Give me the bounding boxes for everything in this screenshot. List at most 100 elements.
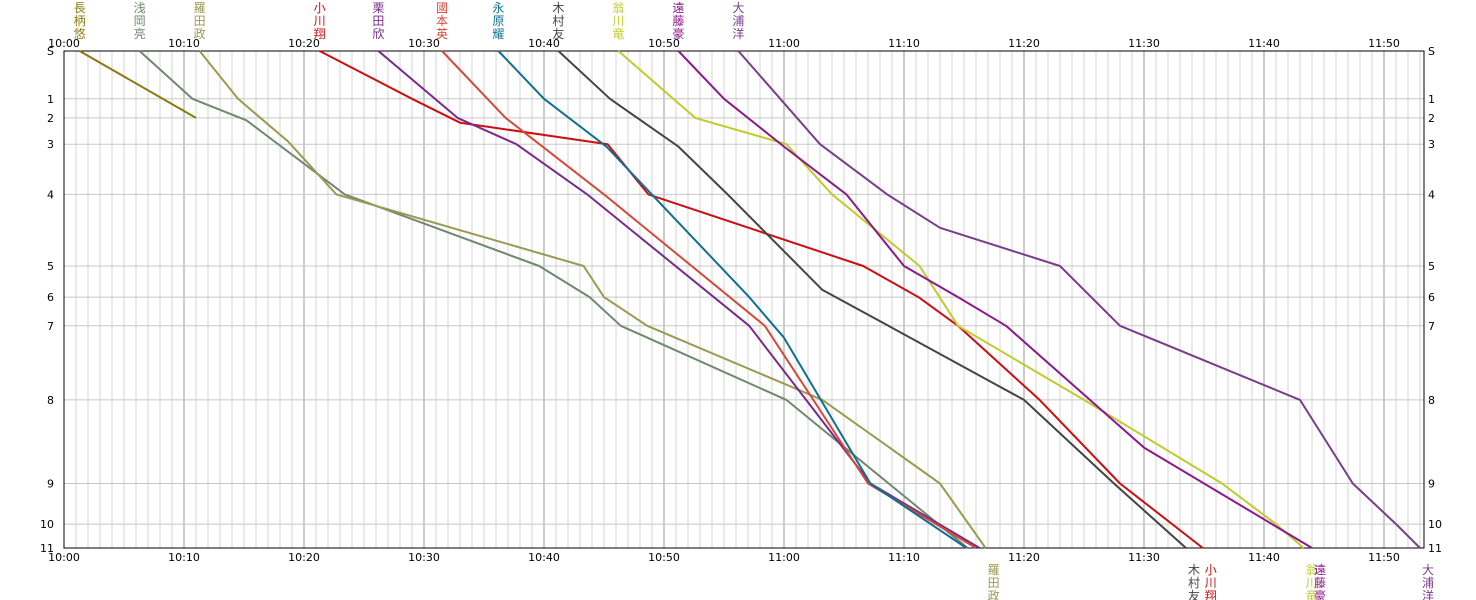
- x-tick-label: 10:10: [168, 37, 200, 50]
- x-tick-label: 10:40: [528, 37, 560, 50]
- runner-label-top-char: 藤: [672, 14, 684, 28]
- runner-label-top-char: 原: [492, 14, 504, 28]
- series-line-羅田政: [198, 50, 987, 549]
- runner-label-top-char: 亮: [134, 26, 146, 41]
- y-tick-label: 7: [1428, 320, 1435, 333]
- y-tick-label: 5: [1428, 260, 1435, 273]
- runner-label-bottom-char: 遠: [1314, 563, 1326, 577]
- runner-label-bottom-char: 友: [1188, 589, 1200, 600]
- series-line-小川翔: [319, 50, 1204, 549]
- runner-label-bottom-char: 翁: [1306, 563, 1318, 577]
- runner-label-top-char: 木: [552, 1, 564, 15]
- runner-label-bottom-char: 藤: [1314, 576, 1326, 590]
- runner-label-bottom-char: 田: [988, 576, 1000, 590]
- plot-frame: [63, 50, 1425, 549]
- x-tick-labels-bottom: 10:00 10:10 10:20 10:30 10:40 10:50 11:00 11:10…: [48, 551, 1400, 564]
- runner-label-top-char: 羅: [194, 1, 206, 15]
- runner-label-top-char: 浦: [732, 14, 744, 28]
- y-tick-label: 10: [1428, 518, 1442, 531]
- runner-label-bottom-char: 木: [1188, 563, 1200, 577]
- runner-label-bottom-char: 浦: [1422, 576, 1434, 590]
- series-line-永原耀: [497, 50, 967, 549]
- runner-label-top-char: 田: [372, 14, 384, 28]
- runner-label-top-char: 本: [436, 14, 448, 28]
- y-tick-labels-left: S 1 2 3 4 5 6 7 8 9 10 11: [40, 45, 54, 555]
- runner-label-top-char: 遠: [672, 1, 684, 15]
- y-tick-label: 6: [1428, 291, 1435, 304]
- y-tick-label: 9: [1428, 477, 1435, 490]
- y-tick-label: 11: [1428, 542, 1442, 555]
- x-tick-label: 11:50: [1368, 37, 1400, 50]
- y-tick-label: 10: [40, 518, 54, 531]
- series-line-浅岡亮: [138, 50, 969, 549]
- x-tick-label: 11:00: [768, 37, 800, 50]
- x-tick-label: 11:50: [1368, 551, 1400, 564]
- y-tick-label: 5: [47, 260, 54, 273]
- runner-label-top-char: 政: [194, 27, 206, 41]
- runner-label-top-char: 浅: [134, 1, 146, 15]
- series-line-翁川竜: [617, 50, 1305, 549]
- y-tick-label: 2: [1428, 112, 1435, 125]
- runner-label-top-char: 田: [194, 14, 206, 28]
- runner-label-bottom-char: 豪: [1314, 588, 1326, 600]
- runner-label-bottom-char: 村: [1188, 576, 1200, 590]
- y-tick-label: 8: [47, 394, 54, 407]
- runner-labels-bottom: 羅田政 小川翔 木村友 翁川竜 遠藤豪 大浦洋: [988, 563, 1434, 600]
- runner-label-bottom-char: 大: [1422, 563, 1434, 577]
- x-tick-label: 11:20: [1008, 37, 1040, 50]
- runner-label-top-char: 栗: [372, 1, 384, 15]
- y-tick-label: 4: [1428, 188, 1435, 201]
- x-tick-label: 10:00: [48, 37, 80, 50]
- horizontal-gridlines: [64, 50, 1424, 549]
- runner-label-top-char: 岡: [134, 14, 146, 28]
- runner-label-top-char: 川: [612, 14, 624, 28]
- x-tick-label: 11:10: [888, 551, 920, 564]
- runner-label-top-char: 村: [552, 14, 564, 28]
- runner-label-top-char: 長: [74, 1, 86, 15]
- x-tick-label: 10:00: [48, 551, 80, 564]
- x-tick-label: 10:30: [408, 551, 440, 564]
- runner-label-top-char: 小: [314, 1, 326, 15]
- runner-label-bottom-char: 川: [1205, 576, 1217, 590]
- x-tick-label: 11:30: [1128, 551, 1160, 564]
- runner-label-top-char: 友: [552, 27, 564, 41]
- series-line-大浦洋: [737, 50, 1421, 549]
- series-lines: [79, 50, 1421, 549]
- y-tick-label: 11: [40, 542, 54, 555]
- y-tick-label: 3: [47, 138, 54, 151]
- series-line-木村友: [557, 50, 1187, 549]
- x-tick-label: 11:10: [888, 37, 920, 50]
- x-tick-label: 10:20: [288, 551, 320, 564]
- x-tick-label: 10:50: [648, 551, 680, 564]
- runner-label-top-char: 柄: [74, 14, 86, 28]
- runner-label-top-char: 竜: [612, 27, 624, 41]
- x-tick-label: 11:30: [1128, 37, 1160, 50]
- series-line-長柄悠: [79, 50, 197, 119]
- runner-label-top-char: 耀: [492, 27, 504, 41]
- y-tick-label: 9: [47, 477, 54, 490]
- y-tick-label: 4: [47, 188, 54, 201]
- runner-label-bottom-char: 竜: [1306, 589, 1318, 600]
- runner-label-top-char: 川: [314, 14, 326, 28]
- series-line-遠藤豪: [677, 50, 1313, 549]
- y-tick-label: 2: [47, 112, 54, 125]
- runner-label-bottom-char: 翔: [1205, 589, 1217, 600]
- y-tick-label: 6: [47, 291, 54, 304]
- y-tick-label: S: [47, 45, 54, 58]
- runner-label-bottom-char: 小: [1205, 563, 1217, 577]
- y-tick-labels-right: S 1 2 3 4 5 6 7 8 9 10 11: [1428, 45, 1442, 555]
- runner-label-top-char: 豪: [672, 26, 684, 41]
- x-tick-label: 10:20: [288, 37, 320, 50]
- x-tick-label: 11:40: [1248, 37, 1280, 50]
- x-tick-label: 10:50: [648, 37, 680, 50]
- x-tick-label: 10:10: [168, 551, 200, 564]
- runner-label-bottom-char: 川: [1306, 576, 1318, 590]
- runner-label-bottom-char: 羅: [988, 563, 1000, 577]
- x-tick-label: 10:40: [528, 551, 560, 564]
- runner-label-top-char: 永: [492, 1, 504, 15]
- runner-label-bottom-char: 洋: [1422, 588, 1434, 600]
- y-tick-label: 1: [1428, 93, 1435, 106]
- runner-label-top-char: 翔: [314, 27, 326, 41]
- x-tick-label: 11:00: [768, 551, 800, 564]
